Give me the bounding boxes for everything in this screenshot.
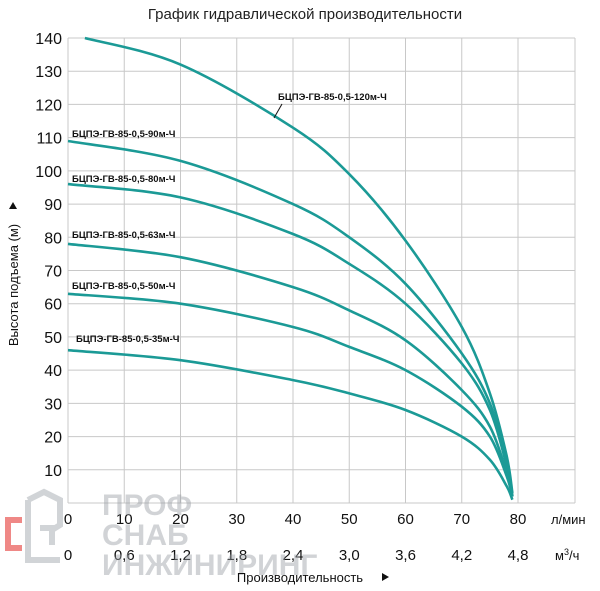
x-tick-label-primary: 60 — [397, 511, 414, 528]
x-axis-ticks-primary: 0 10 20 30 40 50 60 70 80 — [64, 511, 527, 528]
y-tick-label: 20 — [44, 430, 62, 447]
x-tick-label-secondary: 2,4 — [283, 547, 304, 564]
y-tick-label: 120 — [35, 97, 62, 114]
series-label-2: БЦПЭ-ГВ-85-0,5-80м-Ч — [72, 174, 176, 185]
y-axis-title: Высота подъема (м) — [6, 202, 21, 346]
x-axis-label: Производительность — [237, 570, 363, 585]
y-tick-label: 60 — [44, 297, 62, 314]
y-tick-label: 10 — [44, 463, 62, 480]
x-unit-primary: л/мин — [551, 512, 586, 527]
grid — [67, 37, 576, 504]
y-tick-label: 80 — [44, 230, 62, 247]
series-line-4 — [67, 292, 514, 497]
series-label-4: БЦПЭ-ГВ-85-0,5-50м-Ч — [72, 281, 176, 292]
watermark-logo: ПРОФ СНАБ ИНЖИНИРИНГ — [5, 488, 317, 582]
chart-title: График гидравлической производительности — [148, 6, 462, 23]
series-labels: БЦПЭ-ГВ-85-0,5-120м-Ч БЦПЭ-ГВ-85-0,5-90м-… — [72, 92, 387, 345]
y-tick-label: 90 — [44, 197, 62, 214]
x-axis-title: Производительность — [237, 570, 389, 585]
logo-shape-icon — [25, 488, 63, 563]
y-tick-label: 110 — [36, 131, 62, 148]
x-tick-label-secondary: 1,2 — [170, 547, 191, 564]
x-tick-label-secondary: 4,8 — [508, 547, 529, 564]
x-tick-label-primary: 70 — [453, 511, 470, 528]
x-axis-ticks-secondary: 0 0,6 1,2 1,8 2,4 3,0 3,6 4,2 4,8 — [64, 547, 529, 564]
series-label-3: БЦПЭ-ГВ-85-0,5-63м-Ч — [72, 230, 176, 241]
x-tick-label-primary: 0 — [64, 511, 72, 528]
series-line-0 — [84, 36, 514, 494]
y-axis-ticks: 10 20 30 40 50 60 70 80 90 100 110 120 130 140 — [35, 31, 62, 480]
label-leader-line — [273, 103, 283, 119]
arrow-right-icon — [382, 573, 389, 581]
x-tick-label-secondary: 0 — [64, 547, 72, 564]
series-line-3 — [67, 242, 514, 497]
y-tick-label: 70 — [44, 264, 62, 281]
x-tick-label-primary: 40 — [285, 511, 302, 528]
watermark-line1: ПРОФ — [102, 489, 192, 522]
y-tick-label: 140 — [35, 31, 62, 48]
y-tick-label: 100 — [35, 164, 62, 181]
x-tick-label-secondary: 0,6 — [114, 547, 135, 564]
x-tick-label-primary: 20 — [172, 511, 189, 528]
logo-accent-icon — [5, 517, 22, 551]
series-label-0: БЦПЭ-ГВ-85-0,5-120м-Ч — [278, 92, 387, 103]
watermark-line2: СНАБ — [102, 519, 189, 552]
series-label-1: БЦПЭ-ГВ-85-0,5-90м-Ч — [72, 129, 176, 140]
x-tick-label-primary: 30 — [228, 511, 245, 528]
x-tick-label-primary: 80 — [510, 511, 527, 528]
series-label-5: БЦПЭ-ГВ-85-0,5-35м-Ч — [76, 334, 180, 345]
x-tick-label-secondary: 3,6 — [395, 547, 416, 564]
y-axis-label: Высота подъема (м) — [6, 224, 21, 346]
x-tick-label-secondary: 3,0 — [339, 547, 360, 564]
x-tick-label-secondary: 1,8 — [226, 547, 247, 564]
y-tick-label: 40 — [44, 363, 62, 380]
series-line-1 — [67, 139, 514, 497]
x-tick-label-primary: 10 — [116, 511, 133, 528]
x-unit-secondary: м3/ч — [555, 547, 579, 563]
arrow-up-icon — [9, 202, 17, 209]
x-tick-label-primary: 50 — [341, 511, 358, 528]
y-tick-label: 130 — [35, 64, 62, 81]
x-tick-label-secondary: 4,2 — [451, 547, 472, 564]
series-lines — [67, 36, 514, 501]
series-line-5 — [67, 348, 514, 501]
watermark-line3: ИНЖИНИРИНГ — [102, 549, 317, 582]
y-tick-label: 50 — [44, 330, 62, 347]
y-tick-label: 30 — [44, 396, 62, 413]
series-line-2 — [67, 182, 514, 497]
